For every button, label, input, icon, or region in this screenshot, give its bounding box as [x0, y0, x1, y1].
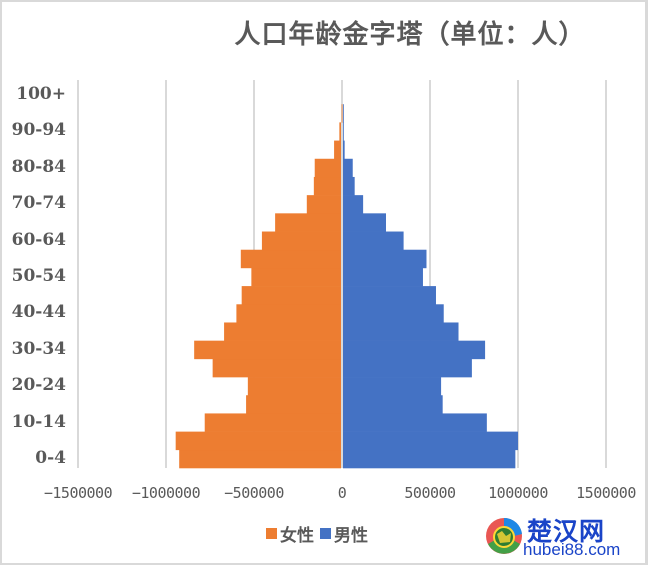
- male-bar: [343, 122, 344, 141]
- female-bar: [224, 322, 341, 341]
- x-tick-label: 0: [337, 484, 347, 502]
- female-bar: [313, 176, 341, 196]
- female-bar: [204, 413, 341, 432]
- male-bar: [343, 304, 444, 323]
- female-bar: [212, 358, 341, 378]
- male-bar: [343, 140, 345, 160]
- globe-logo-icon: [486, 517, 522, 554]
- legend-swatch-male: [320, 528, 331, 539]
- x-tick-label: 1000000: [488, 484, 548, 502]
- x-tick-label: −500000: [224, 484, 284, 502]
- legend-item-female: 女性: [266, 521, 314, 546]
- female-bar: [241, 286, 341, 305]
- female-bar: [175, 431, 341, 451]
- x-tick-label: −1000000: [131, 484, 201, 502]
- y-tick-label: 60-64: [11, 229, 66, 250]
- female-bar: [194, 340, 341, 360]
- female-bar: [339, 122, 341, 141]
- watermark-url: hubei88.com: [523, 540, 621, 559]
- male-bar: [343, 104, 344, 123]
- male-bar: [343, 413, 487, 432]
- x-tick-label: 500000: [404, 484, 456, 502]
- legend-label-female: 女性: [280, 526, 314, 546]
- male-bar: [343, 267, 423, 287]
- female-bar: [246, 395, 341, 414]
- legend-swatch-female: [266, 528, 277, 539]
- male-bar: [343, 249, 427, 269]
- y-tick-label: 30-34: [11, 338, 66, 359]
- male-bar: [343, 195, 364, 214]
- male-bar: [343, 213, 386, 232]
- legend: 女性 男性: [266, 521, 374, 546]
- male-bar: [343, 431, 518, 451]
- male-bar: [343, 340, 486, 360]
- female-bar: [240, 249, 341, 269]
- y-tick-label: 10-14: [11, 411, 66, 432]
- chart-title: 人口年龄金字塔（单位：人）: [234, 20, 586, 50]
- watermark-title: 楚汉网: [527, 517, 606, 546]
- legend-label-male: 男性: [334, 526, 368, 546]
- female-bar: [247, 377, 341, 396]
- female-bar: [251, 267, 341, 287]
- male-bar: [343, 449, 516, 469]
- x-tick-label: −1500000: [43, 484, 113, 502]
- male-bar: [343, 286, 436, 305]
- male-bar: [343, 322, 459, 341]
- watermark: 楚汉网 hubei88.com: [483, 512, 643, 560]
- female-bar: [236, 304, 341, 323]
- female-bar: [306, 195, 341, 214]
- male-bar: [343, 158, 353, 178]
- y-tick-label: 90-94: [11, 120, 66, 141]
- female-bar: [314, 158, 341, 178]
- y-tick-label: 0-4: [35, 447, 66, 468]
- y-tick-label: 80-84: [11, 156, 66, 177]
- male-bar: [343, 358, 472, 378]
- male-bar: [343, 231, 404, 251]
- female-bar: [275, 213, 341, 232]
- y-tick-label: 50-54: [11, 266, 66, 286]
- male-bar: [343, 395, 443, 414]
- male-bar: [343, 377, 442, 396]
- legend-item-male: 男性: [320, 521, 368, 546]
- y-tick-label: 70-74: [11, 193, 66, 214]
- y-tick-label: 40-44: [11, 302, 66, 323]
- female-bar: [334, 140, 341, 160]
- male-bar: [343, 176, 355, 196]
- female-bar: [341, 104, 343, 123]
- x-tick-label: 1500000: [576, 484, 636, 502]
- y-tick-label: 20-24: [11, 375, 66, 396]
- female-bar: [179, 449, 341, 469]
- y-tick-label: 100+: [16, 84, 66, 105]
- female-bar: [261, 231, 341, 251]
